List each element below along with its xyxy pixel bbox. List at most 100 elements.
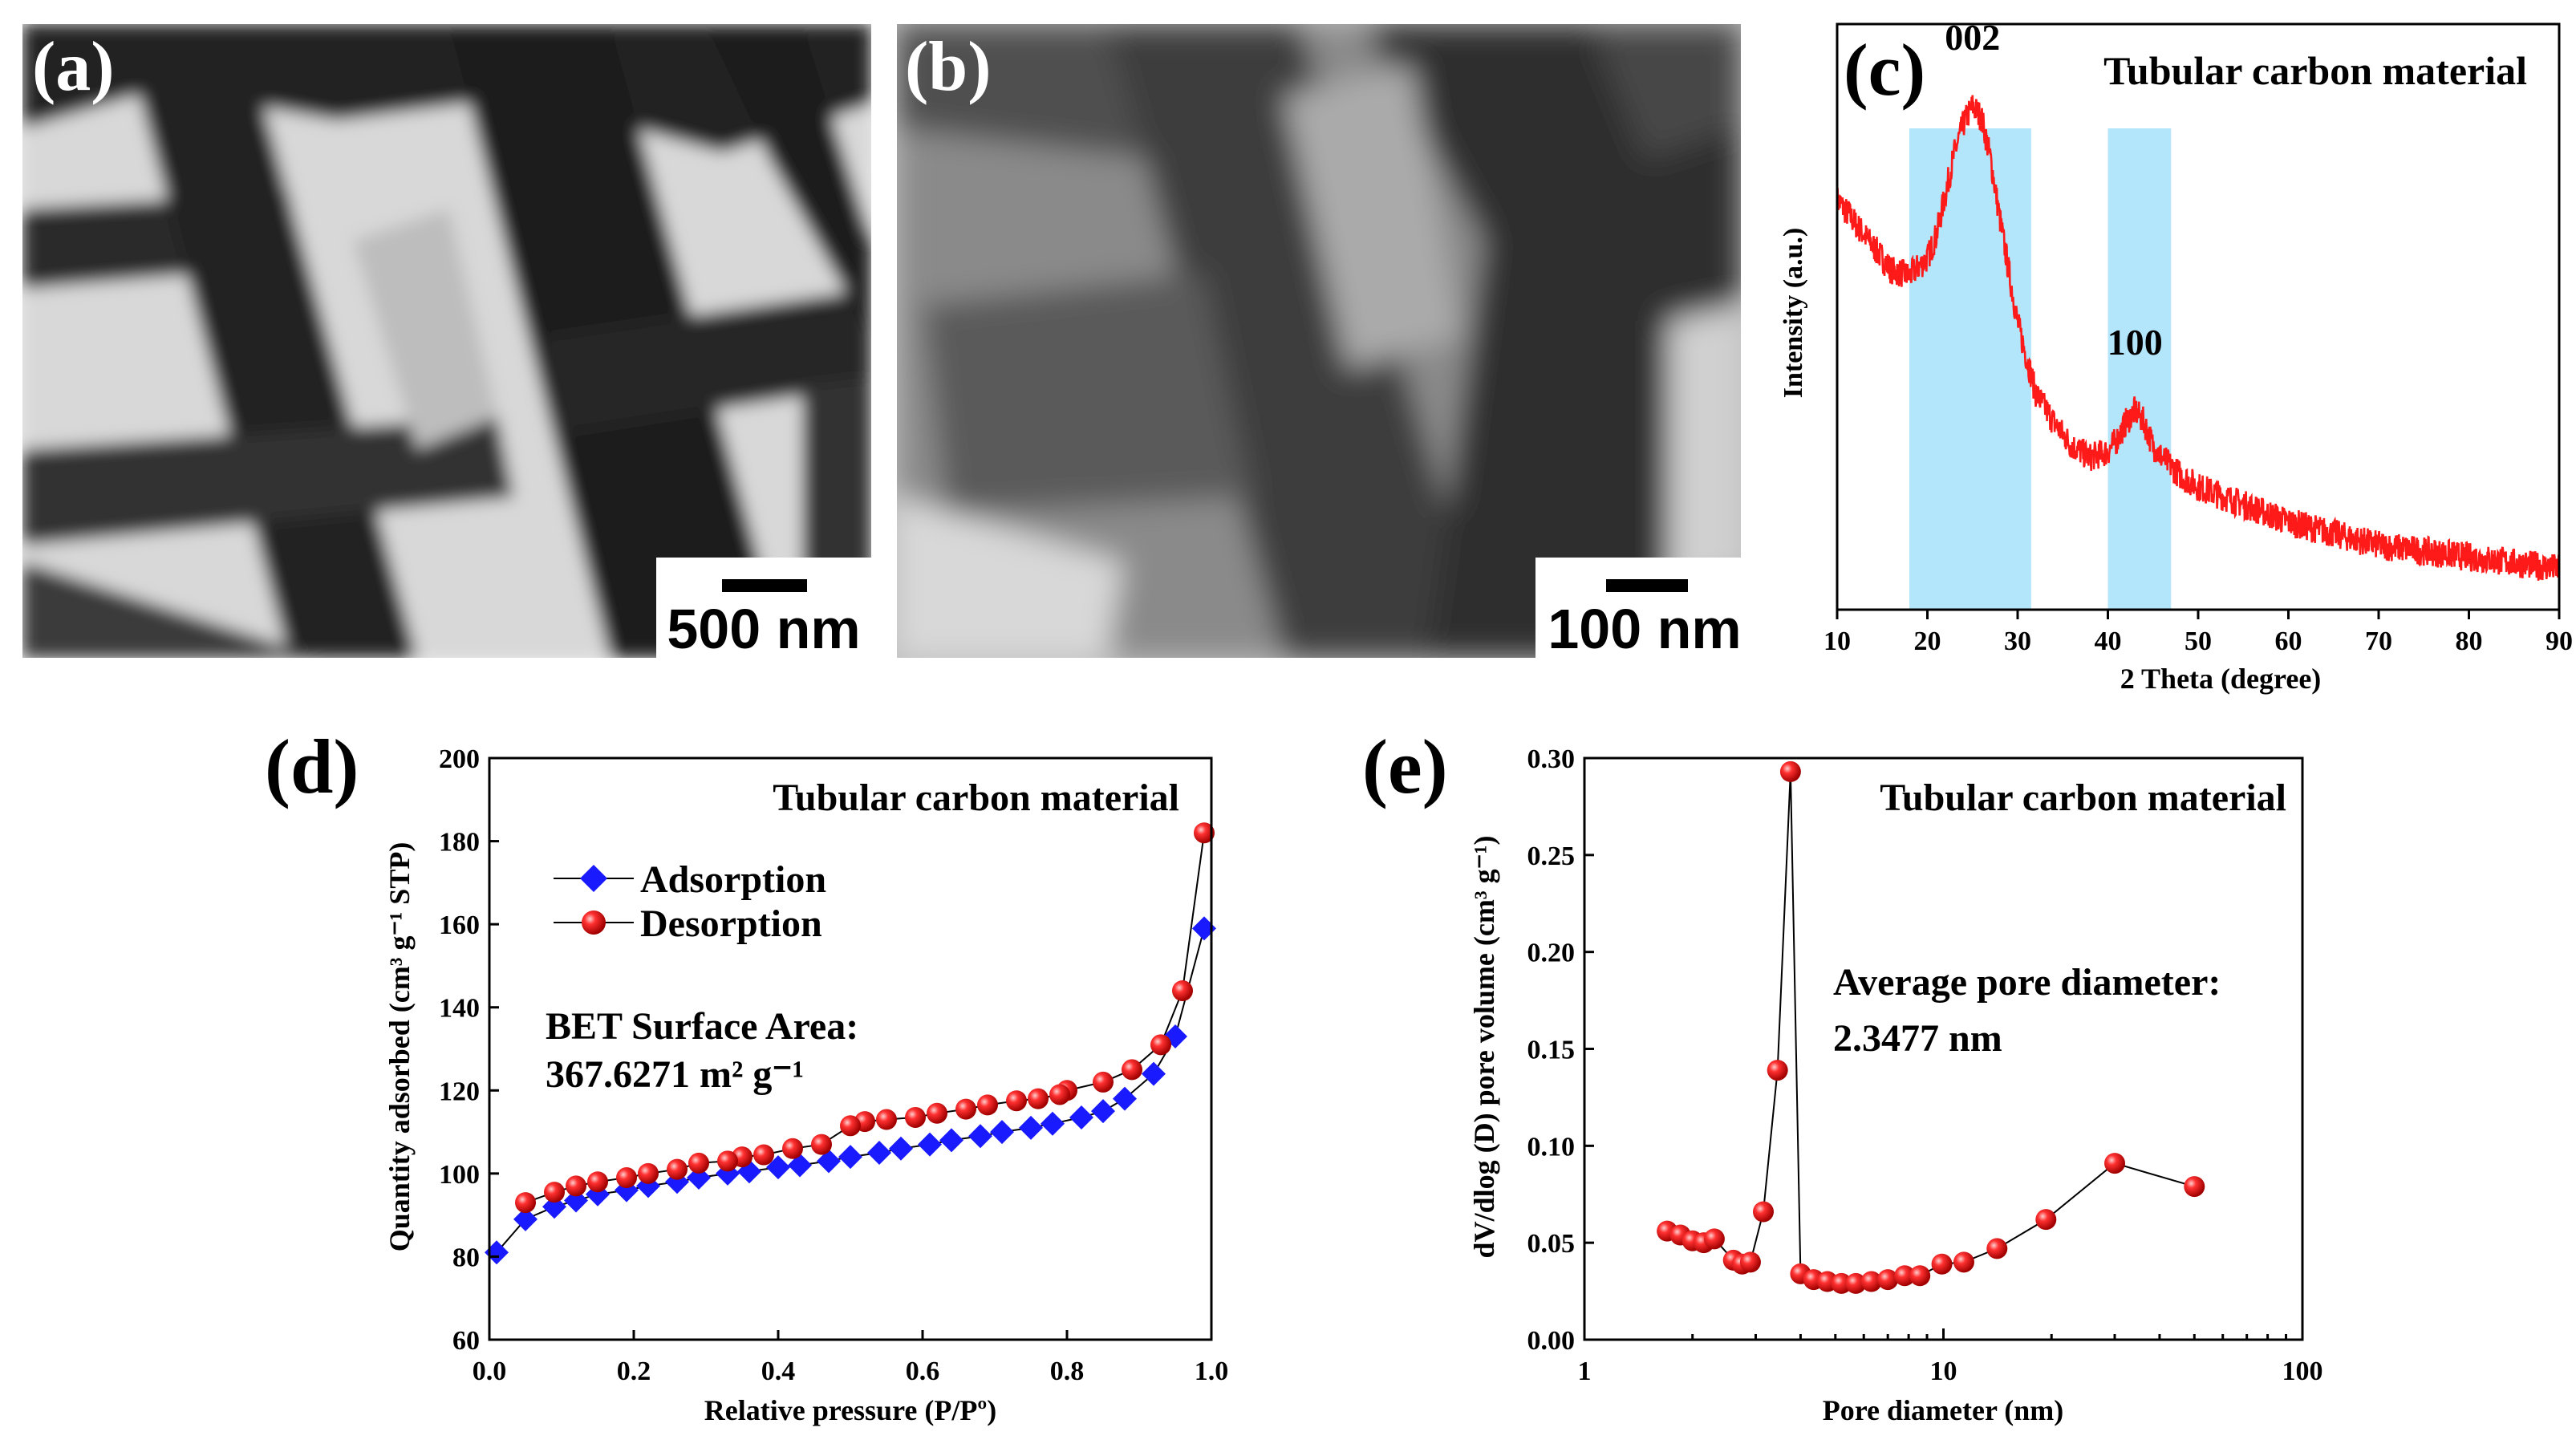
- chart-d-title: Tubular carbon material: [773, 777, 1179, 819]
- chart-d-point-desorption: [1093, 1071, 1114, 1093]
- chart-d-point-adsorption: [687, 1166, 711, 1190]
- chart-d-ytick-label: 180: [439, 828, 480, 858]
- chart-c-xlabel: 2 Theta (degree): [2120, 663, 2322, 695]
- chart-e-annotation-line-1: Average pore diameter:: [1833, 961, 2221, 1004]
- chart-d-xlabel: Relative pressure (P/Pº): [704, 1394, 996, 1426]
- chart-e-ytick-label: 0.00: [1527, 1326, 1576, 1356]
- chart-d-point-adsorption: [513, 1207, 538, 1231]
- chart-d-point-desorption: [1028, 1088, 1049, 1109]
- chart-d-point-desorption: [977, 1094, 998, 1116]
- chart-d-point-adsorption: [1091, 1099, 1115, 1124]
- chart-c-xtick-label: 40: [2095, 627, 2122, 656]
- chart-d-point-desorption: [638, 1162, 659, 1184]
- panel-a-scale-text: 500 nm: [667, 598, 860, 660]
- chart-e-ytick-label: 0.25: [1527, 842, 1576, 871]
- chart-d-point-desorption: [544, 1182, 565, 1203]
- chart-e-point: [1703, 1228, 1725, 1250]
- chart-e-ytick-label: 0.20: [1527, 939, 1576, 968]
- panel-a-scale-bar: [722, 579, 807, 592]
- chart-d-isotherm: (d) Tubular carbon material Relative pre…: [265, 724, 1228, 1426]
- chart-d-point-desorption: [667, 1158, 688, 1180]
- chart-e-point: [1931, 1253, 1953, 1275]
- chart-d-point-desorption: [1122, 1059, 1142, 1081]
- chart-e-point: [1739, 1251, 1761, 1273]
- chart-d-xtick-label: 1.0: [1195, 1357, 1229, 1386]
- chart-c-highlight-band-1: [2107, 128, 2172, 610]
- chart-c-xrd: (c) Tubular carbon material 2 Theta (deg…: [1779, 17, 2573, 695]
- chart-d-point-adsorption: [1113, 1086, 1137, 1111]
- chart-d-ytick-label: 200: [439, 744, 480, 774]
- chart-d-point-adsorption: [1142, 1061, 1166, 1086]
- chart-d-point-adsorption: [1019, 1115, 1043, 1140]
- chart-c-xtick-label: 70: [2365, 627, 2392, 656]
- chart-d-point-adsorption: [990, 1120, 1014, 1145]
- chart-d-point-adsorption: [564, 1188, 588, 1213]
- chart-d-point-desorption: [616, 1167, 637, 1189]
- chart-d-point-desorption: [566, 1175, 586, 1197]
- chart-e-ytick-label: 0.15: [1527, 1036, 1576, 1065]
- chart-d-point-adsorption: [918, 1132, 942, 1157]
- chart-d-ytick-label: 60: [452, 1326, 480, 1356]
- chart-c-xtick-label: 80: [2456, 627, 2483, 656]
- chart-e-ylabel: dV/dlog (D) pore volume (cm³ g⁻¹): [1468, 836, 1500, 1259]
- chart-e-xtick-label: 100: [2282, 1357, 2323, 1386]
- chart-d-point-desorption: [1172, 980, 1193, 1001]
- chart-d-point-adsorption: [968, 1124, 992, 1149]
- chart-e-point: [1767, 1060, 1788, 1081]
- chart-d-ytick-label: 140: [439, 994, 480, 1024]
- chart-d-point-desorption: [717, 1150, 738, 1172]
- chart-d-point-desorption: [811, 1134, 832, 1155]
- chart-e-point: [1986, 1238, 2008, 1259]
- chart-d-point-adsorption: [867, 1140, 891, 1165]
- chart-d-xtick-label: 0.4: [761, 1357, 796, 1386]
- chart-d-point-desorption: [782, 1138, 803, 1159]
- chart-d-annotation-line-1: BET Surface Area:: [546, 1005, 858, 1048]
- chart-d-ylabel: Quantity adsorbed (cm³ g⁻¹ STP): [383, 842, 416, 1252]
- chart-d-ytick-label: 100: [439, 1160, 480, 1190]
- chart-e-panel-label: (e): [1362, 724, 1448, 809]
- chart-d-point-desorption: [955, 1098, 976, 1120]
- chart-d-panel-label: (d): [265, 724, 359, 809]
- chart-d-annotation-line-2: 367.6271 m² g⁻¹: [546, 1053, 804, 1096]
- chart-e-point: [1831, 1272, 1852, 1294]
- chart-d-point-desorption: [1150, 1034, 1171, 1056]
- chart-d-point-adsorption: [788, 1153, 812, 1178]
- chart-e-xlabel: Pore diameter (nm): [1823, 1394, 2064, 1426]
- chart-d-point-adsorption: [838, 1145, 862, 1170]
- chart-d-point-desorption: [927, 1102, 947, 1124]
- chart-e-point: [1953, 1251, 1974, 1273]
- panel-a-micrograph: 500 nm (a): [22, 24, 871, 660]
- panel-b-scale-bar: [1606, 579, 1688, 592]
- chart-e-point: [1877, 1269, 1899, 1291]
- chart-e-point: [1752, 1201, 1774, 1223]
- chart-e-point: [1845, 1272, 1867, 1294]
- chart-d-legend-marker-adsorption: [580, 865, 607, 892]
- chart-c-panel-label: (c): [1844, 29, 1925, 111]
- chart-e-xtick-label: 10: [1930, 1357, 1957, 1386]
- chart-d-point-adsorption: [889, 1136, 913, 1161]
- panel-a-label: (a): [32, 28, 115, 106]
- chart-d-point-adsorption: [1069, 1105, 1093, 1130]
- chart-c-xrd-line: [1836, 95, 2561, 581]
- chart-d-ytick-label: 80: [452, 1243, 480, 1272]
- chart-e-point: [1909, 1265, 1931, 1287]
- chart-d-legend-label-desorption: Desorption: [640, 902, 822, 945]
- chart-c-peak-label-100: 100: [2107, 322, 2163, 363]
- chart-d-legend-marker-desorption: [582, 911, 606, 935]
- chart-e-point: [2104, 1153, 2126, 1174]
- chart-c-xtick-label: 30: [2004, 627, 2031, 656]
- chart-e-title: Tubular carbon material: [1880, 777, 2286, 819]
- chart-d-point-desorption: [1049, 1084, 1070, 1105]
- chart-d-point-desorption: [876, 1109, 897, 1130]
- chart-d-point-adsorption: [542, 1194, 566, 1219]
- panel-b-micrograph: 100 nm (b): [897, 24, 1741, 658]
- chart-d-point-desorption: [1006, 1090, 1027, 1112]
- chart-d-point-desorption: [753, 1144, 774, 1166]
- chart-d-point-adsorption: [766, 1155, 790, 1180]
- chart-d-point-desorption: [515, 1192, 536, 1214]
- panel-b-label: (b): [905, 28, 992, 106]
- chart-d-xtick-label: 0.2: [617, 1357, 651, 1386]
- chart-d-point-desorption: [905, 1106, 926, 1128]
- chart-c-ylabel: Intensity (a.u.): [1779, 228, 1808, 399]
